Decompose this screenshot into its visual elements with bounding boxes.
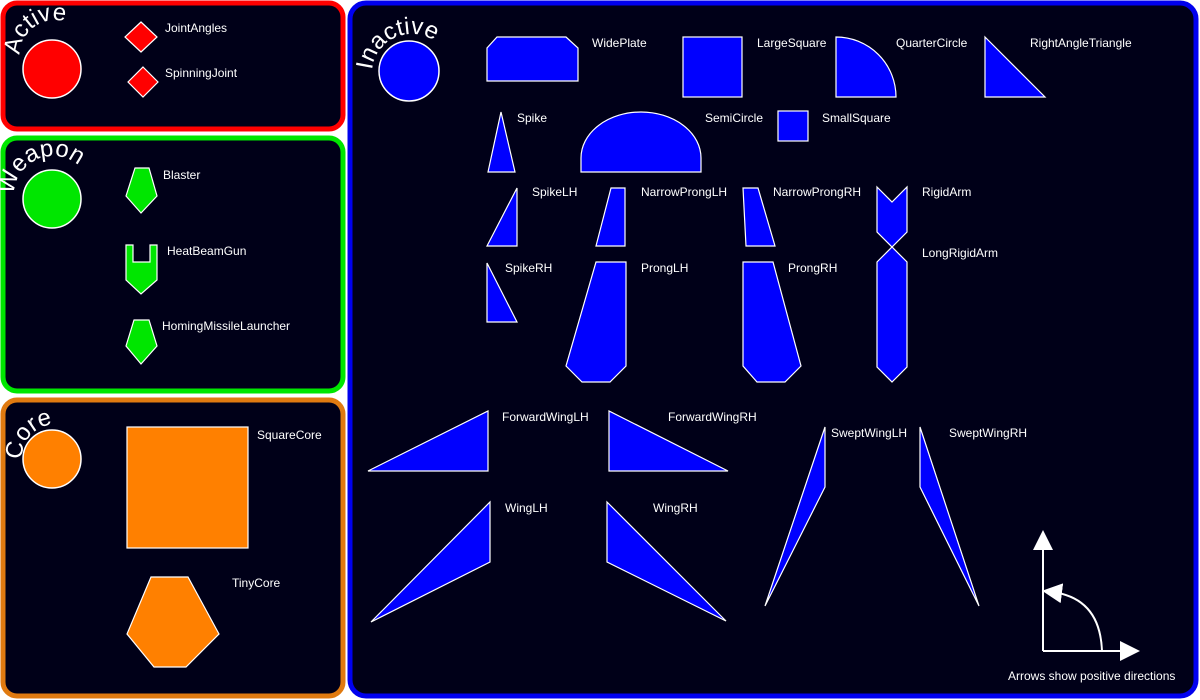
active-panel-frame bbox=[0, 0, 346, 132]
core-category-circle bbox=[22, 429, 82, 489]
swept-wing-lh-shape bbox=[764, 426, 826, 607]
square-core-label: SquareCore bbox=[257, 428, 322, 442]
semi-circle-shape bbox=[580, 111, 702, 173]
homing-missile-launcher-shape bbox=[125, 319, 158, 365]
rigid-arm-label: RigidArm bbox=[922, 185, 971, 199]
prong-lh-label: ProngLH bbox=[641, 261, 688, 275]
inactive-panel: Inactive bbox=[347, 0, 1199, 699]
quarter-circle-shape bbox=[835, 36, 897, 98]
long-rigid-arm-shape bbox=[876, 246, 908, 383]
swept-wing-rh-shape bbox=[919, 426, 980, 607]
right-angle-triangle-shape bbox=[984, 35, 1047, 98]
heat-beam-gun-shape bbox=[125, 244, 158, 295]
narrow-prong-rh-label: NarrowProngRH bbox=[773, 185, 861, 199]
forward-wing-rh-shape bbox=[608, 410, 729, 472]
prong-lh-shape bbox=[565, 261, 627, 383]
small-square-label: SmallSquare bbox=[822, 111, 891, 125]
narrow-prong-lh-shape bbox=[595, 187, 626, 247]
narrow-prong-lh-label: NarrowProngLH bbox=[641, 185, 727, 199]
small-square-shape bbox=[777, 110, 809, 142]
arrows-note: Arrows show positive directions bbox=[1008, 669, 1175, 683]
direction-arrows bbox=[1033, 530, 1140, 661]
weapon-category-circle bbox=[22, 169, 82, 229]
right-angle-triangle-label: RightAngleTriangle bbox=[1030, 36, 1132, 50]
semi-circle-label: SemiCircle bbox=[705, 111, 763, 125]
joint-angles-shape bbox=[124, 21, 158, 53]
wing-lh-label: WingLH bbox=[505, 501, 548, 515]
active-panel: Active JointAngles SpinningJoint bbox=[0, 0, 346, 132]
wing-lh-shape bbox=[370, 500, 491, 623]
long-rigid-arm-label: LongRigidArm bbox=[922, 246, 998, 260]
spike-rh-shape bbox=[486, 262, 518, 323]
spike-rh-label: SpikeRH bbox=[505, 261, 552, 275]
prong-rh-label: ProngRH bbox=[788, 261, 837, 275]
rigid-arm-shape bbox=[876, 185, 908, 248]
swept-wing-rh-label: SweptWingRH bbox=[949, 426, 1027, 440]
swept-wing-lh-label: SweptWingLH bbox=[831, 426, 907, 440]
narrow-prong-rh-shape bbox=[742, 187, 776, 247]
wide-plate-shape bbox=[486, 36, 579, 82]
quarter-circle-label: QuarterCircle bbox=[896, 36, 968, 50]
active-category-circle bbox=[22, 39, 82, 99]
tiny-core-shape bbox=[126, 576, 220, 668]
large-square-label: LargeSquare bbox=[757, 36, 827, 50]
forward-wing-rh-label: ForwardWingRH bbox=[668, 410, 757, 424]
forward-wing-lh-shape bbox=[367, 410, 489, 472]
inactive-category-circle bbox=[378, 40, 440, 102]
weapon-panel-frame bbox=[0, 135, 346, 394]
blaster-label: Blaster bbox=[163, 168, 200, 182]
spike-shape bbox=[487, 111, 516, 173]
wing-rh-label: WingRH bbox=[653, 501, 698, 515]
rotation-arrow-icon bbox=[1042, 583, 1103, 652]
core-panel: Core SquareCore TinyCore bbox=[0, 397, 346, 699]
spike-label: Spike bbox=[517, 111, 547, 125]
heat-beam-gun-label: HeatBeamGun bbox=[167, 244, 246, 258]
square-core-shape bbox=[126, 426, 249, 549]
wing-rh-shape bbox=[606, 500, 727, 622]
blaster-shape bbox=[125, 167, 158, 214]
joint-angles-label: JointAngles bbox=[165, 21, 227, 35]
wide-plate-label: WidePlate bbox=[592, 36, 647, 50]
spinning-joint-label: SpinningJoint bbox=[165, 66, 238, 80]
spike-lh-label: SpikeLH bbox=[532, 185, 577, 199]
forward-wing-lh-label: ForwardWingLH bbox=[502, 410, 589, 424]
tiny-core-label: TinyCore bbox=[232, 576, 281, 590]
weapon-panel: Weapon Blaster HeatBeamGun HomingMissile… bbox=[0, 135, 346, 394]
large-square-shape bbox=[682, 36, 743, 98]
homing-missile-launcher-label: HomingMissileLauncher bbox=[162, 319, 290, 333]
spinning-joint-shape bbox=[127, 66, 159, 98]
spike-lh-shape bbox=[486, 187, 518, 247]
prong-rh-shape bbox=[742, 261, 802, 383]
